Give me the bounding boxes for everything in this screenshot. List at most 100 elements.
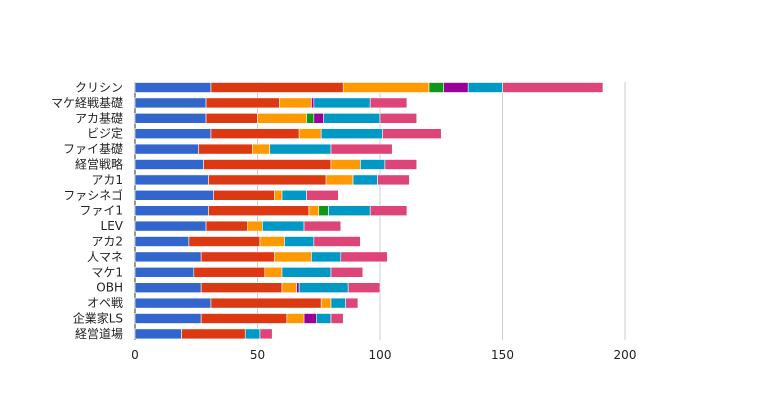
bar-segment[interactable] xyxy=(264,266,283,278)
bar-segment[interactable] xyxy=(328,205,371,216)
x-axis-tick-labels: 0 50 100 150 200 xyxy=(131,348,636,362)
bar-segment[interactable] xyxy=(296,282,300,294)
bar-segment[interactable] xyxy=(181,328,246,340)
bar-segment[interactable] xyxy=(313,97,371,109)
bar-segment[interactable] xyxy=(269,143,332,155)
bar-segment[interactable] xyxy=(281,190,307,201)
bar-segment[interactable] xyxy=(345,297,359,309)
bar-segment[interactable] xyxy=(320,297,332,309)
bar-segment[interactable] xyxy=(303,313,317,324)
bar-segment[interactable] xyxy=(205,113,258,124)
bar-segment[interactable] xyxy=(360,159,386,170)
bar-segment[interactable] xyxy=(208,174,327,186)
bar-segment[interactable] xyxy=(213,190,275,201)
bar-segment[interactable] xyxy=(244,328,261,340)
bar-segment[interactable] xyxy=(311,97,315,109)
bar-segment[interactable] xyxy=(279,97,312,109)
bar-segment[interactable] xyxy=(384,159,418,170)
bar-segment[interactable] xyxy=(311,251,342,263)
bar-segment[interactable] xyxy=(377,174,410,186)
bar-segment[interactable] xyxy=(198,143,253,155)
bar-segment[interactable] xyxy=(502,82,604,93)
bar-segment[interactable] xyxy=(208,205,310,216)
bar-segment[interactable] xyxy=(306,113,315,124)
bar-segment[interactable] xyxy=(259,236,285,247)
bar-segment[interactable] xyxy=(369,97,408,109)
bar-segment[interactable] xyxy=(318,205,329,216)
bar-segment[interactable] xyxy=(467,82,503,93)
bar-segment[interactable] xyxy=(134,251,202,263)
bar-segment[interactable] xyxy=(352,174,378,186)
bar-segment[interactable] xyxy=(134,82,212,93)
bar-segment[interactable] xyxy=(247,220,263,232)
bar-segment[interactable] xyxy=(281,266,332,278)
bar-segment[interactable] xyxy=(262,220,305,232)
bar-segment[interactable] xyxy=(134,282,202,294)
bar-segment[interactable] xyxy=(200,282,283,294)
bar-segment[interactable] xyxy=(134,205,209,216)
bar-segment[interactable] xyxy=(320,128,383,139)
bar-segment[interactable] xyxy=(325,174,354,186)
bar-segment[interactable] xyxy=(342,82,430,93)
bar-segment[interactable] xyxy=(428,82,444,93)
bar-segment[interactable] xyxy=(257,113,307,124)
bar-segment[interactable] xyxy=(330,159,361,170)
bar-segment[interactable] xyxy=(323,113,381,124)
bar-segment[interactable] xyxy=(284,236,315,247)
bar-segment[interactable] xyxy=(210,82,344,93)
bar-segment[interactable] xyxy=(134,159,204,170)
bar-segment[interactable] xyxy=(443,82,469,93)
bar-segment[interactable] xyxy=(134,328,182,340)
bar-segment[interactable] xyxy=(315,313,332,324)
bar-segment[interactable] xyxy=(369,205,408,216)
bar-segment[interactable] xyxy=(205,97,280,109)
bar-segment[interactable] xyxy=(340,251,388,263)
bar-segment[interactable] xyxy=(286,313,305,324)
bar-segment[interactable] xyxy=(203,159,332,170)
bar-segment[interactable] xyxy=(210,297,322,309)
bar-segment[interactable] xyxy=(210,128,300,139)
bar-segment[interactable] xyxy=(259,328,273,340)
bar-segment[interactable] xyxy=(274,190,283,201)
bar-segment[interactable] xyxy=(313,236,361,247)
bar-segment[interactable] xyxy=(308,205,320,216)
bar-segment[interactable] xyxy=(200,251,275,263)
bar-segment[interactable] xyxy=(313,113,324,124)
bar-segment[interactable] xyxy=(274,251,312,263)
bar-segment[interactable] xyxy=(134,97,207,109)
bar-segment[interactable] xyxy=(382,128,442,139)
bar-segment[interactable] xyxy=(347,282,381,294)
bar-segment[interactable] xyxy=(379,113,418,124)
bar-segment[interactable] xyxy=(193,266,266,278)
bar-segment[interactable] xyxy=(298,282,349,294)
bar-segment[interactable] xyxy=(134,220,207,232)
bar-segment[interactable] xyxy=(298,128,322,139)
bar-segment[interactable] xyxy=(134,128,212,139)
category-label: 人マネ xyxy=(87,250,123,264)
x-tick-label: 50 xyxy=(250,348,265,362)
bar-segment[interactable] xyxy=(306,190,339,201)
bar-segment[interactable] xyxy=(252,143,271,155)
bar-segment[interactable] xyxy=(303,220,342,232)
bar-segment[interactable] xyxy=(281,282,297,294)
category-label: アカ基礎 xyxy=(75,111,123,125)
bar-segment[interactable] xyxy=(330,313,344,324)
category-label: OBH xyxy=(96,281,123,295)
bar-segment[interactable] xyxy=(188,236,261,247)
bar-segment[interactable] xyxy=(205,220,249,232)
bar-segment[interactable] xyxy=(134,266,195,278)
bar-segment[interactable] xyxy=(134,236,190,247)
bar-segment[interactable] xyxy=(134,297,212,309)
x-tick-label: 200 xyxy=(614,348,637,362)
bar-segment[interactable] xyxy=(134,113,207,124)
bar-segment[interactable] xyxy=(134,190,214,201)
bar-segment[interactable] xyxy=(200,313,288,324)
bar-segment[interactable] xyxy=(330,266,364,278)
bar-segment[interactable] xyxy=(134,313,202,324)
bar-segment[interactable] xyxy=(330,297,346,309)
bar-segment[interactable] xyxy=(134,143,200,155)
bar-segment[interactable] xyxy=(330,143,393,155)
bar-segment[interactable] xyxy=(134,174,209,186)
